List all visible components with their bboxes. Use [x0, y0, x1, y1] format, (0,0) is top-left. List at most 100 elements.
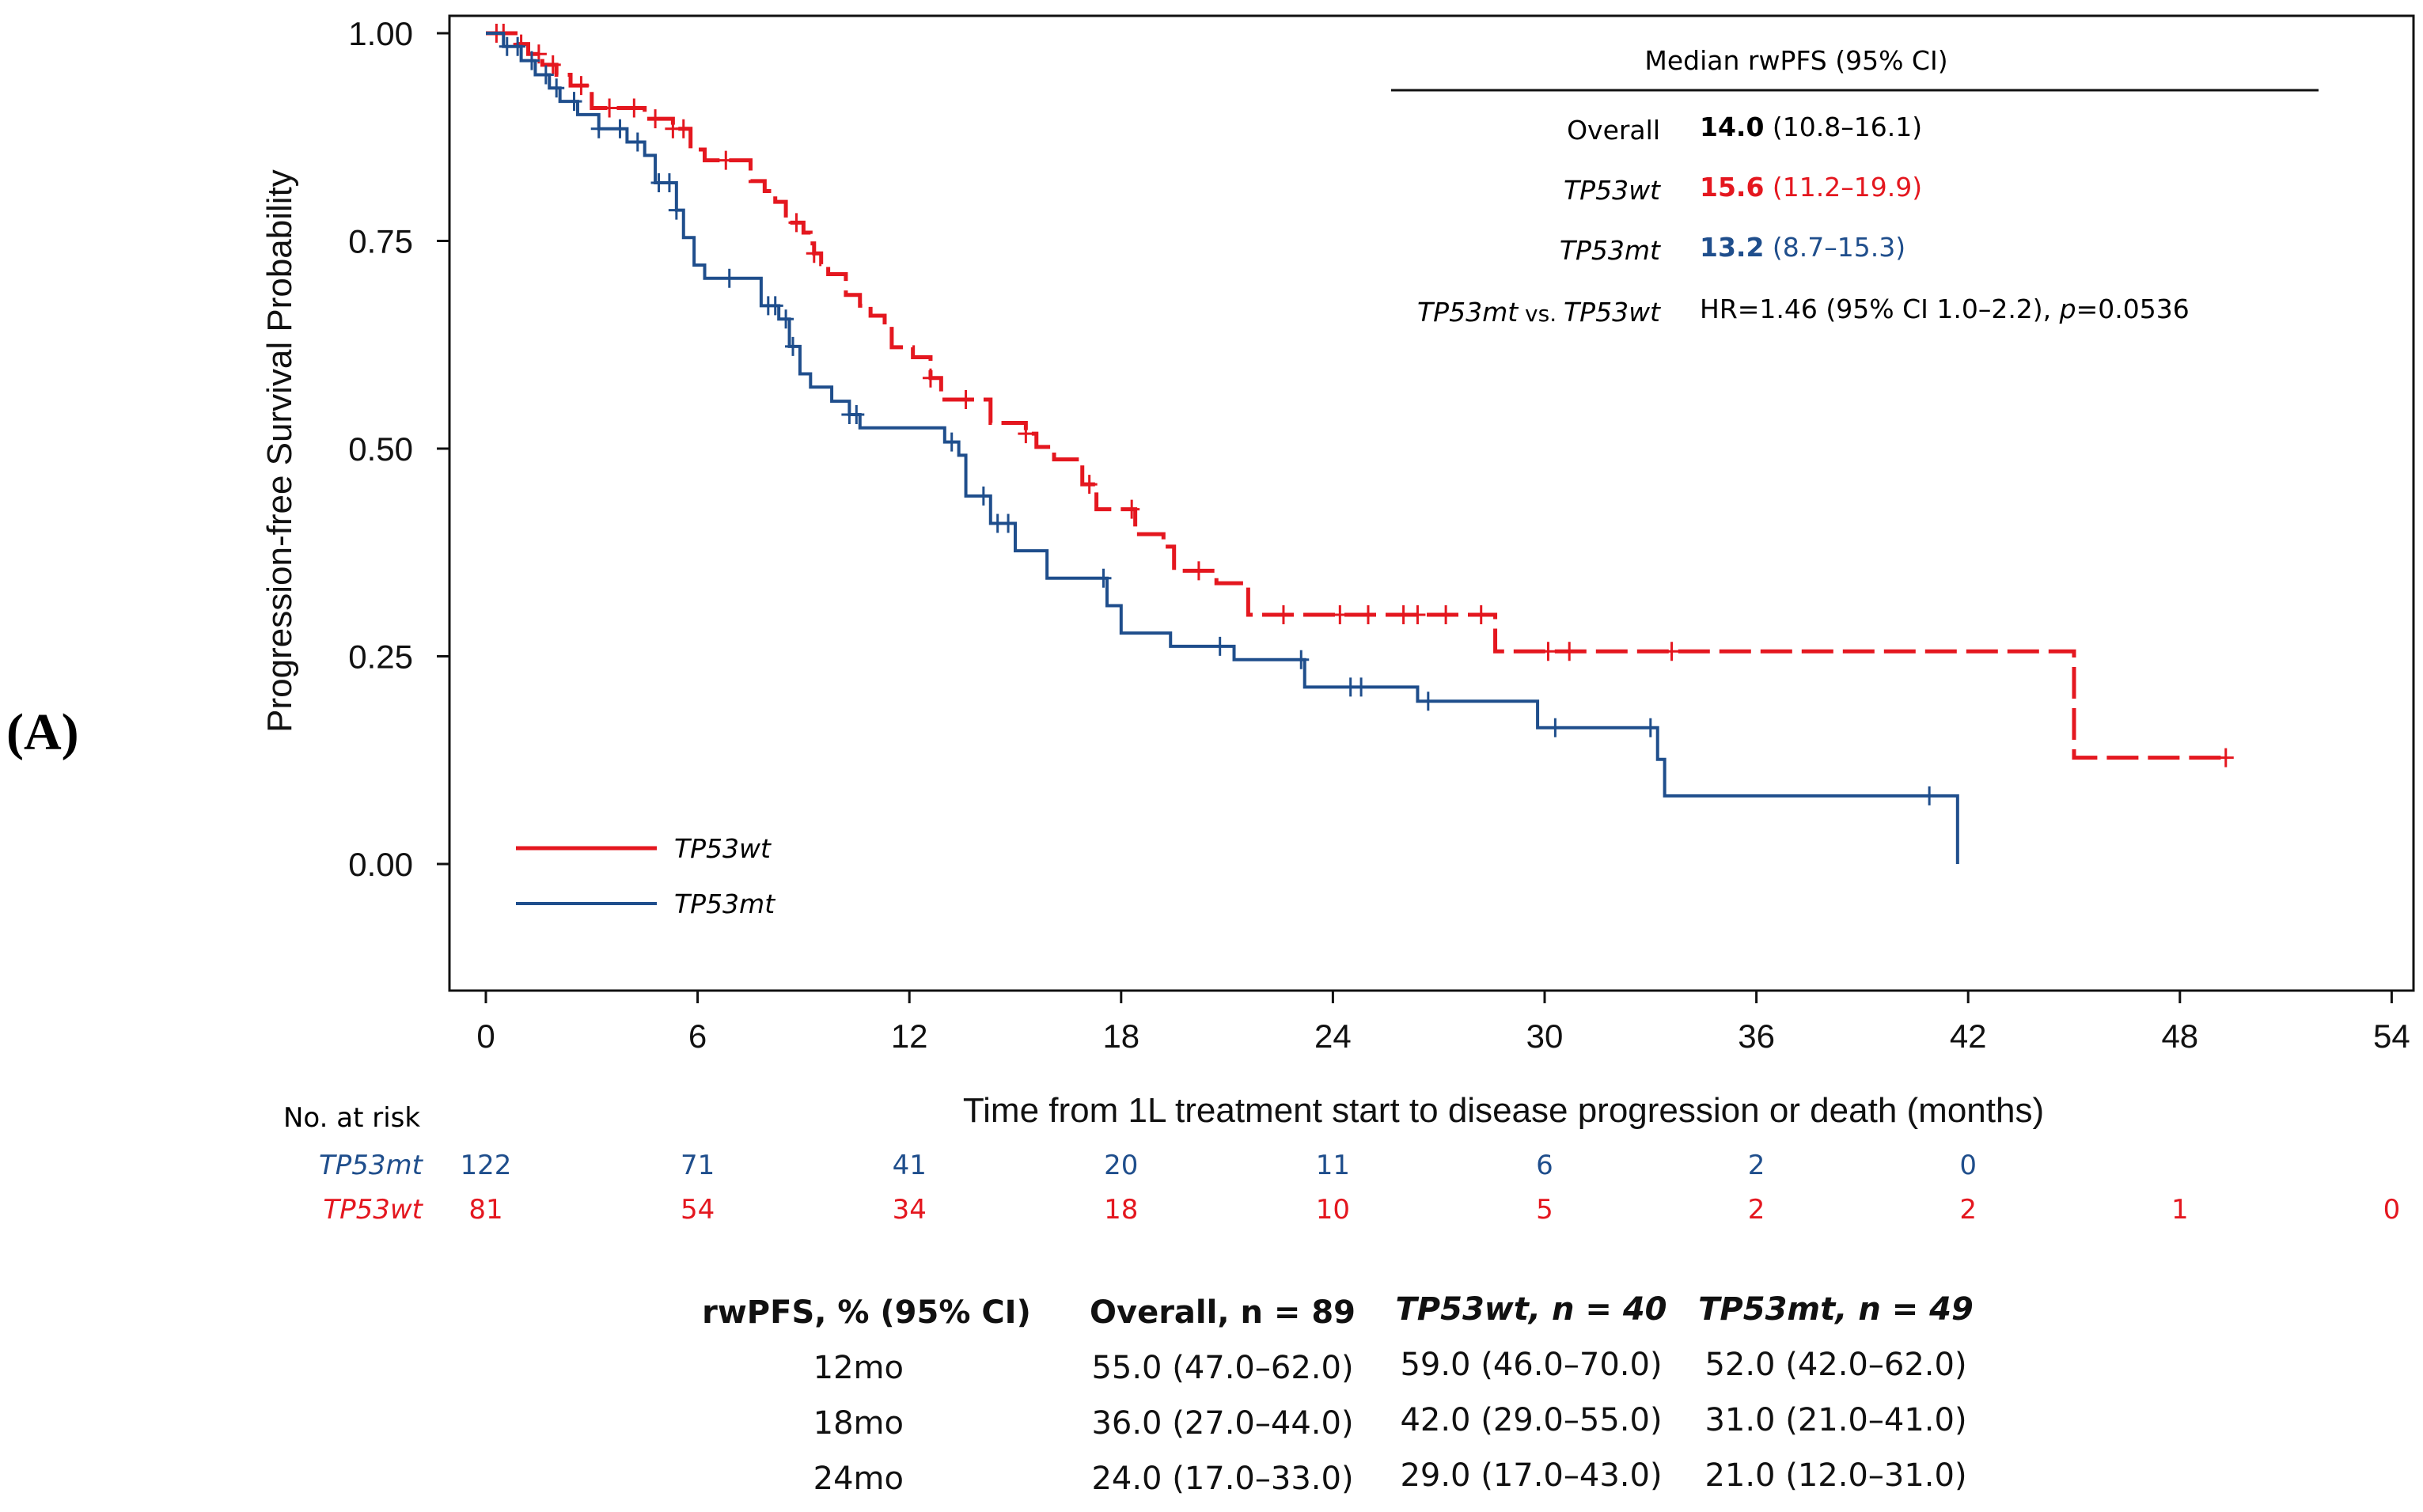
- inset-hr-text-a: HR=1.46 (95% CI 1.0–2.2),: [1700, 294, 2060, 324]
- inset-hr-label-a: TP53mt: [1417, 297, 1519, 328]
- censor-mark-tp53mt-8: [629, 132, 646, 152]
- summary-row-18-label: 18mo: [813, 1405, 904, 1442]
- censor-mark-tp53wt-19: [1190, 561, 1207, 581]
- censor-mark-tp53mt-25: [1293, 650, 1310, 669]
- censor-mark-tp53mt-30: [1642, 718, 1659, 737]
- censor-mark-tp53mt-1: [510, 36, 526, 56]
- series-line-tp53mt: [486, 32, 1959, 864]
- censor-mark-tp53mt-11: [668, 200, 684, 220]
- summary-header-mt: TP53mt, n = 49: [1698, 1291, 1974, 1328]
- censor-mark-tp53wt-11: [718, 150, 734, 170]
- censor-mark-tp53wt-10: [675, 119, 692, 138]
- series-line-tp53wt: [486, 31, 2226, 760]
- inset-hr-label-vs: vs.: [1518, 301, 1564, 327]
- inset-label-overall: Overall: [1567, 115, 1660, 146]
- censor-mark-tp53mt-19: [943, 432, 960, 452]
- censor-mark-tp53mt-28: [1420, 692, 1436, 711]
- risk-value-tp53mt-0: 122: [461, 1150, 512, 1181]
- censor-mark-tp53wt-14: [922, 368, 938, 388]
- inset-header: Median rwPFS (95% CI): [1644, 45, 1947, 76]
- risk-value-tp53mt-7: 0: [1959, 1150, 1977, 1181]
- legend: TP53wt TP53mt: [516, 833, 775, 919]
- censor-mark-tp53wt-8: [647, 109, 664, 129]
- x-tick-label-5: 30: [1526, 1017, 1564, 1055]
- risk-label-wt: TP53wt: [323, 1194, 423, 1226]
- x-axis: 0 6 12 18 24 30 36 42 48 54: [476, 991, 2410, 1055]
- censor-mark-tp53wt-13: [806, 244, 822, 263]
- censor-mark-tp53mt-2: [523, 51, 540, 70]
- risk-value-tp53wt-7: 2: [1959, 1194, 1977, 1226]
- censor-mark-tp53wt-18: [1124, 499, 1140, 519]
- median-inset: Median rwPFS (95% CI) Overall 14.0 (10.8…: [1391, 45, 2319, 328]
- censor-mark-tp53wt-28: [1561, 642, 1578, 661]
- censor-mark-tp53wt-4: [544, 55, 561, 74]
- summary-row-24-wt: 29.0 (17.0–43.0): [1400, 1457, 1662, 1494]
- x-tick-label-4: 24: [1314, 1017, 1352, 1055]
- inset-value-overall: 14.0 (10.8–16.1): [1700, 112, 1922, 142]
- censor-mark-tp53mt-3: [537, 65, 554, 85]
- legend-label-mt: TP53mt: [674, 889, 775, 919]
- y-tick-label-3: 0.75: [348, 223, 413, 260]
- inset-label-mt: TP53mt: [1560, 235, 1661, 266]
- x-tick-label-9: 54: [2373, 1017, 2410, 1055]
- inset-value-mt: 13.2 (8.7–15.3): [1700, 232, 1905, 263]
- censor-mark-tp53mt-16: [785, 336, 802, 356]
- summary-row-24-overall: 24.0 (17.0–33.0): [1091, 1461, 1353, 1497]
- x-tick-label-6: 36: [1738, 1017, 1775, 1055]
- censor-mark-tp53mt-6: [590, 119, 607, 138]
- censor-mark-tp53wt-21: [1332, 605, 1348, 624]
- risk-value-tp53mt-4: 11: [1316, 1150, 1350, 1181]
- x-tick-label-1: 6: [688, 1017, 707, 1055]
- censor-mark-tp53mt-23: [1095, 568, 1112, 588]
- summary-row-12-mt: 52.0 (42.0–62.0): [1704, 1347, 1966, 1383]
- risk-value-tp53wt-1: 54: [681, 1194, 715, 1226]
- inset-value-wt-ci: (11.2–19.9): [1764, 172, 1922, 203]
- censor-mark-tp53mt-24: [1212, 636, 1228, 656]
- censor-mark-tp53mt-15: [778, 309, 794, 329]
- inset-hr-label-b: TP53wt: [1564, 297, 1661, 328]
- censor-mark-tp53mt-20: [975, 486, 992, 506]
- censor-mark-tp53mt-27: [1353, 677, 1370, 697]
- censor-mark-tp53wt-6: [601, 98, 618, 118]
- censor-mark-tp53wt-15: [957, 390, 974, 410]
- censor-mark-tp53mt-29: [1547, 718, 1564, 737]
- x-tick-label-7: 42: [1950, 1017, 1987, 1055]
- summary-row-24-label: 24mo: [813, 1461, 904, 1497]
- risk-value-tp53wt-5: 5: [1536, 1194, 1553, 1226]
- risk-value-tp53mt-5: 6: [1536, 1150, 1553, 1181]
- summary-header-label: rwPFS, % (95% CI): [702, 1294, 1031, 1331]
- survival-curves: [486, 24, 2234, 864]
- y-tick-label-1: 0.25: [348, 639, 413, 676]
- inset-hr-value: HR=1.46 (95% CI 1.0–2.2), p=0.0536: [1700, 294, 2190, 324]
- summary-header-overall: Overall, n = 89: [1090, 1294, 1356, 1331]
- censor-mark-tp53mt-12: [721, 268, 738, 288]
- panel-label: (A): [6, 703, 79, 761]
- summary-row-12-label: 12mo: [813, 1350, 904, 1386]
- risk-value-tp53wt-4: 10: [1316, 1194, 1350, 1226]
- censor-mark-tp53wt-23: [1395, 605, 1412, 624]
- censor-mark-tp53wt-27: [1540, 642, 1557, 661]
- risk-table: No. at risk TP53mt TP53wt 122 71 41 20 11 6 2 0…: [283, 1102, 2400, 1226]
- risk-value-tp53mt-1: 71: [681, 1150, 715, 1181]
- y-axis-title: Progression-free Survival Probability: [260, 169, 299, 733]
- x-tick-label-8: 48: [2161, 1017, 2198, 1055]
- x-tick-label-2: 12: [891, 1017, 928, 1055]
- risk-value-tp53mt-6: 2: [1748, 1150, 1765, 1181]
- inset-value-mt-ci: (8.7–15.3): [1764, 232, 1905, 263]
- summary-header-wt: TP53wt, n = 40: [1396, 1291, 1667, 1328]
- x-tick-label-3: 18: [1102, 1017, 1139, 1055]
- censor-mark-tp53mt-18: [848, 404, 865, 424]
- y-tick-label-4: 1.00: [348, 15, 413, 52]
- risk-header: No. at risk: [283, 1102, 420, 1134]
- x-axis-title: Time from 1L treatment start to disease …: [963, 1091, 2044, 1130]
- censor-mark-tp53mt-10: [661, 173, 677, 192]
- inset-value-overall-ci: (10.8–16.1): [1764, 112, 1922, 142]
- censor-mark-tp53mt-14: [767, 296, 783, 316]
- summary-row-18-mt: 31.0 (21.0–41.0): [1704, 1402, 1966, 1438]
- censor-mark-tp53wt-17: [1081, 475, 1098, 495]
- x-tick-label-0: 0: [476, 1017, 495, 1055]
- summary-row-12-wt: 59.0 (46.0–70.0): [1400, 1347, 1662, 1383]
- y-axis: 0.00 0.25 0.50 0.75 1.00: [348, 15, 449, 883]
- censor-mark-tp53wt-22: [1360, 605, 1376, 624]
